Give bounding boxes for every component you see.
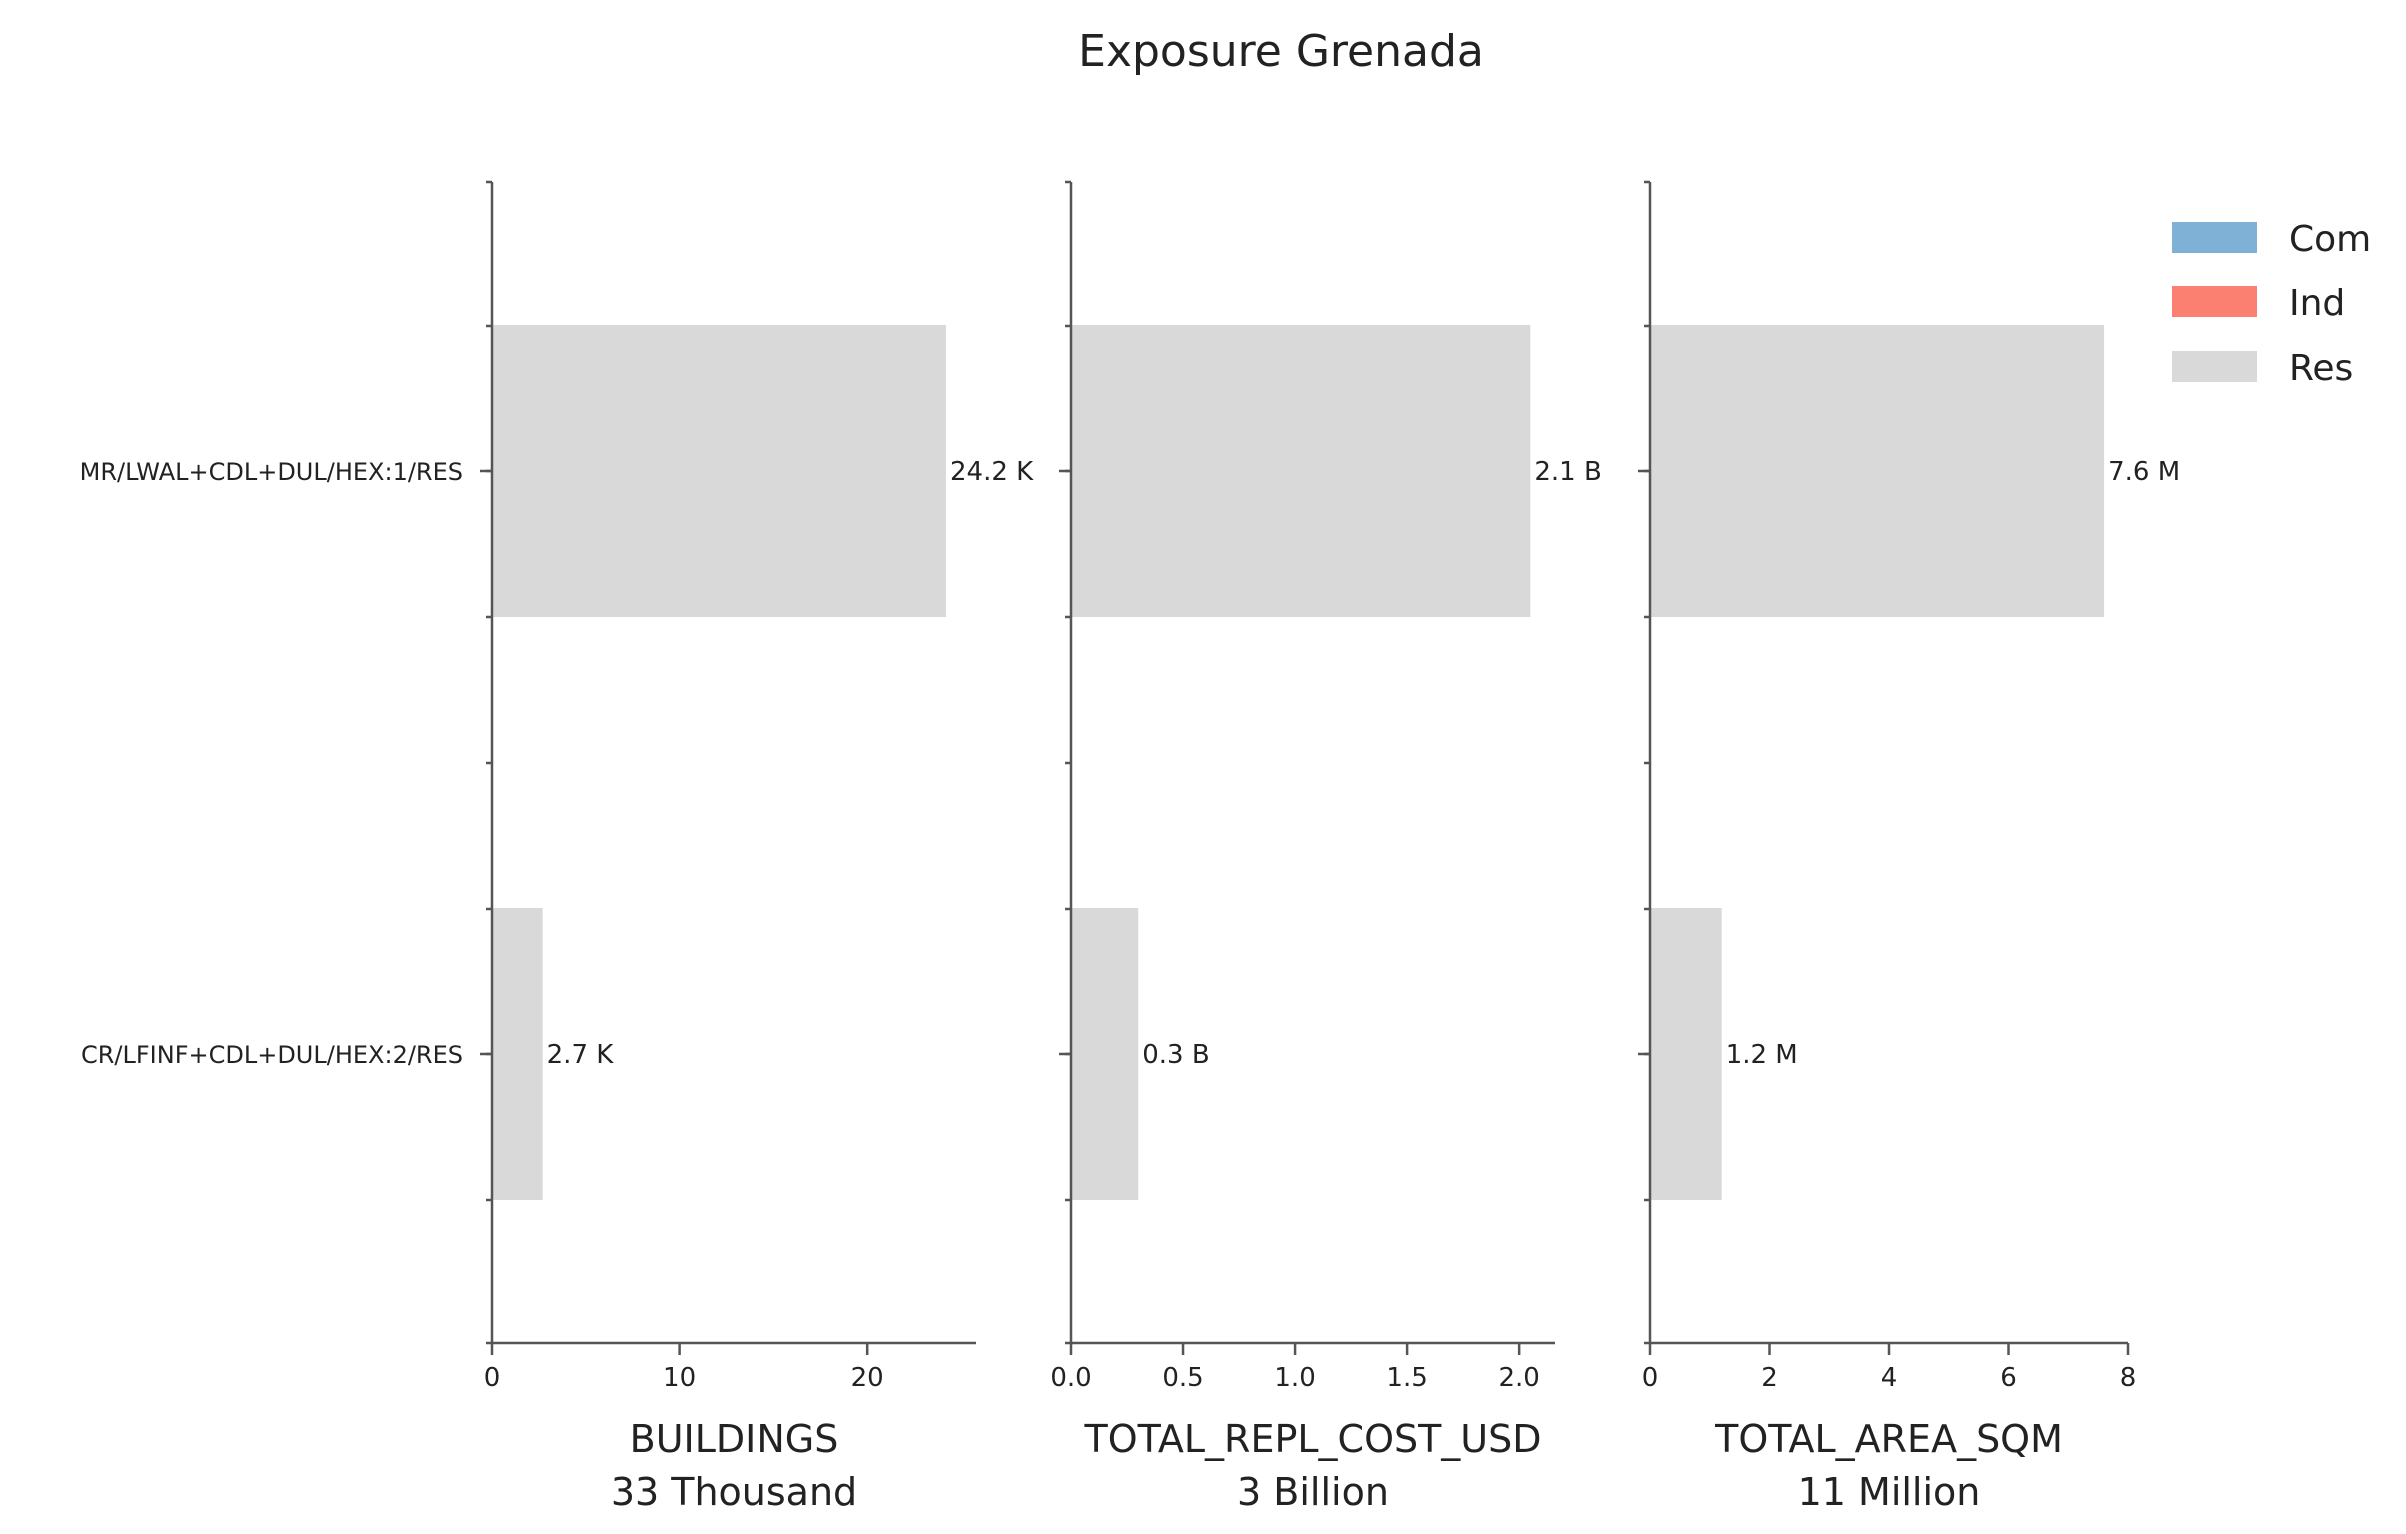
chart-legend: Com Ind Res [2172,219,2371,389]
x-axis-total-3: 11 Million [1798,1470,1981,1514]
x-tick-label-3-5: 8 [2120,1363,2137,1393]
data-label-1-2: 2.7 K [547,1040,615,1070]
data-label-2-1: 2.1 B [1534,457,1601,487]
x-axis-total-2: 3 Billion [1237,1470,1389,1514]
category-label-2: CR/LFINF+CDL+DUL/HEX:2/RES [81,1041,463,1069]
panel-2: 2.1 B 0.3 B 0.0 0.5 1.0 1.5 2.0 TOTAL_REPL_COST… [1050,180,1602,1514]
x-tick-label-1-1: 0 [484,1363,501,1393]
x-axis-title-2: TOTAL_REPL_COST_USD [1083,1417,1541,1461]
data-label-3-2: 1.2 M [1726,1040,1798,1070]
panel-3: 7.6 M 1.2 M 0 2 4 6 8 TOTAL_AREA_SQM 11 Million [1638,180,2180,1514]
category-label-1: MR/LWAL+CDL+DUL/HEX:1/RES [80,458,463,486]
x-axis-total-1: 33 Thousand [611,1470,857,1514]
x-tick-label-3-4: 6 [2000,1363,2017,1393]
bar-1-1 [492,325,946,617]
x-tick-label-3-2: 2 [1761,1363,1778,1393]
x-tick-label-2-2: 0.5 [1162,1363,1203,1393]
data-label-1-1: 24.2 K [950,457,1034,487]
bar-3-1 [1650,325,2105,617]
x-tick-label-2-5: 2.0 [1498,1363,1539,1393]
x-tick-label-2-1: 0.0 [1050,1363,1091,1393]
x-tick-label-2-3: 1.0 [1274,1363,1315,1393]
bar-1-2 [492,908,543,1200]
bar-2-2 [1071,908,1139,1200]
legend-label-com: Com [2289,219,2371,260]
legend-label-ind: Ind [2289,283,2345,324]
legend-swatch-res [2172,351,2257,382]
x-tick-label-1-2: 10 [663,1363,696,1393]
chart-title: Exposure Grenada [1078,26,1484,77]
legend-swatch-com [2172,222,2257,253]
data-label-3-1: 7.6 M [2108,457,2180,487]
x-axis-title-1: BUILDINGS [630,1417,839,1461]
panel-1: 24.2 K 2.7 K 0 10 20 BUILDINGS 33 Thousand [480,180,1034,1514]
bar-2-1 [1071,325,1531,617]
x-tick-label-3-1: 0 [1642,1363,1659,1393]
x-tick-label-1-3: 20 [851,1363,884,1393]
x-tick-label-3-3: 4 [1881,1363,1898,1393]
legend-swatch-ind [2172,286,2257,317]
x-axis-title-3: TOTAL_AREA_SQM [1714,1417,2063,1461]
x-tick-label-2-4: 1.5 [1386,1363,1427,1393]
bar-3-2 [1650,908,1722,1200]
data-label-2-2: 0.3 B [1142,1040,1209,1070]
legend-label-res: Res [2289,348,2353,389]
